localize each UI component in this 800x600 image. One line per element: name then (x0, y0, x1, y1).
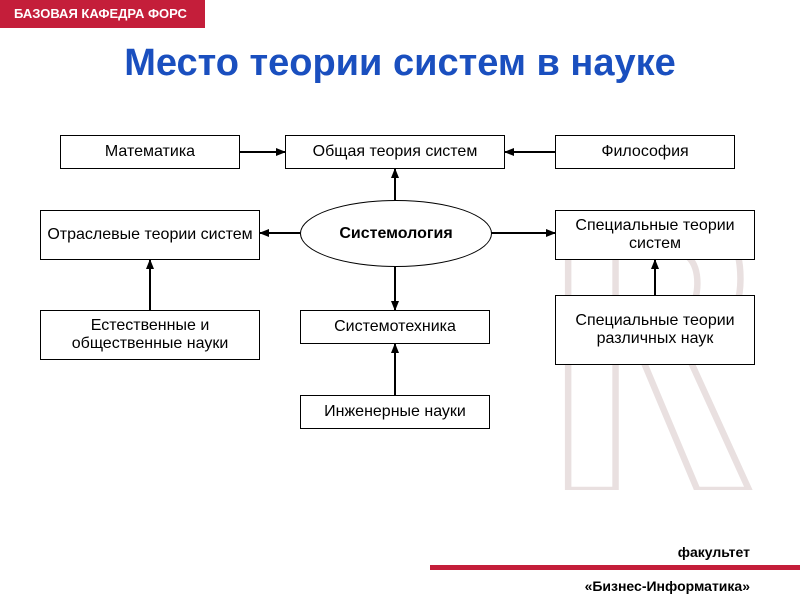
node-systemology: Системология (300, 200, 492, 267)
node-nat_soc: Естественные и общественные науки (40, 310, 260, 360)
node-gen_theory: Общая теория систем (285, 135, 505, 169)
node-special: Специальные теории систем (555, 210, 755, 260)
header-bar: БАЗОВАЯ КАФЕДРА ФОРС (0, 0, 205, 28)
footer-faculty-label: факультет (678, 544, 750, 560)
node-spec_var: Специальные теории различных наук (555, 295, 755, 365)
footer-bar (430, 565, 800, 570)
node-engineering: Инженерные науки (300, 395, 490, 429)
node-math: Математика (60, 135, 240, 169)
page-title: Место теории систем в науке (0, 42, 800, 85)
diagram-canvas: Математика Общая теория систем Философия От… (0, 115, 800, 545)
node-philosophy: Философия (555, 135, 735, 169)
node-branch: Отраслевые теории систем (40, 210, 260, 260)
node-systech: Системотехника (300, 310, 490, 344)
footer-faculty-name: «Бизнес-Информатика» (585, 578, 750, 594)
